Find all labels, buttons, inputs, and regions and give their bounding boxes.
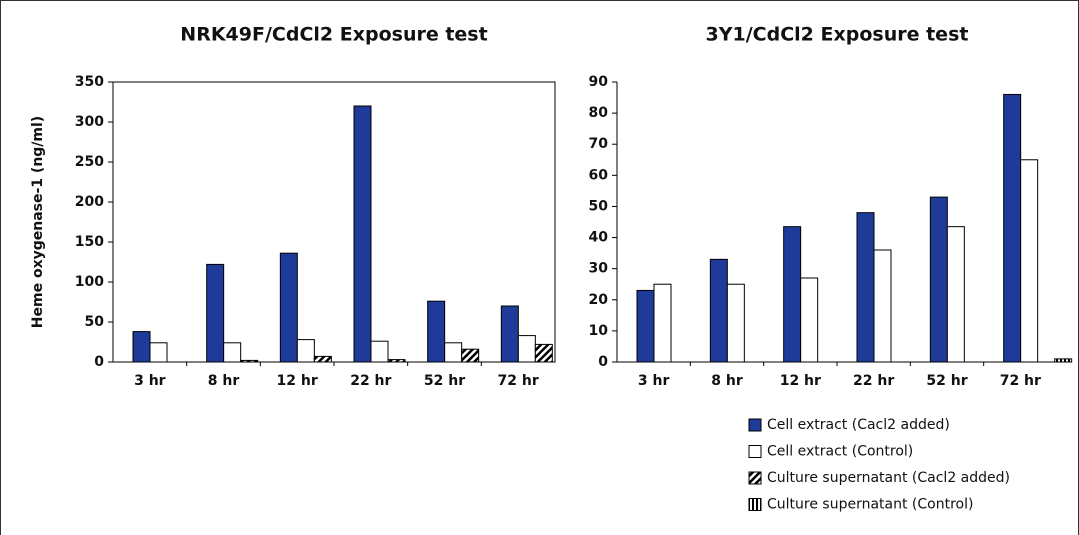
y-tick-label: 80 [589, 105, 609, 121]
y-tick-label: 60 [589, 167, 609, 183]
x-tick-label: 8 hr [208, 373, 240, 389]
bar [132, 331, 151, 363]
bar [223, 342, 242, 363]
y-tick-label: 20 [589, 292, 609, 308]
legend-swatch [748, 471, 762, 485]
y-tick-label: 70 [589, 136, 609, 152]
bar [1003, 93, 1022, 363]
bar [427, 300, 446, 363]
legend-swatch [748, 418, 762, 432]
y-tick-label: 150 [75, 234, 104, 250]
chart-title: 3Y1/CdCl2 Exposure test [706, 24, 969, 46]
bar [709, 258, 728, 363]
y-tick-label: 100 [75, 274, 104, 290]
x-tick-label: 12 hr [277, 373, 318, 389]
legend-label: Cell extract (Cacl2 added) [767, 417, 950, 433]
y-tick-label: 250 [75, 154, 104, 170]
legend-swatch [748, 498, 762, 511]
y-axis-label: Heme oxygenase-1 (ng/ml) [30, 116, 46, 328]
bar [783, 226, 802, 363]
y-tick-label: 300 [75, 114, 104, 130]
bar [653, 283, 672, 363]
y-tick-label: 50 [85, 314, 105, 330]
x-tick-label: 3 hr [638, 373, 670, 389]
legend-label: Culture supernatant (Control) [767, 497, 973, 513]
bar [1020, 159, 1039, 363]
x-tick-label: 12 hr [780, 373, 821, 389]
x-tick-label: 22 hr [350, 373, 391, 389]
bar [296, 339, 315, 363]
bar [946, 226, 965, 363]
y-tick-label: 90 [589, 74, 609, 90]
bar [353, 105, 372, 363]
legend-swatch [748, 445, 762, 458]
bar [534, 343, 553, 363]
x-tick-label: 3 hr [134, 373, 166, 389]
y-tick-label: 50 [589, 198, 609, 214]
y-tick-label: 10 [589, 323, 609, 339]
bar [279, 252, 298, 363]
bar [517, 335, 536, 363]
legend-label: Cell extract (Control) [767, 444, 913, 460]
y-tick-label: 30 [589, 261, 609, 277]
bar [206, 263, 225, 363]
bar [726, 283, 745, 363]
bar [800, 277, 819, 363]
bar [500, 305, 519, 363]
bar [313, 355, 332, 363]
y-tick-label: 40 [589, 230, 609, 246]
bar [444, 342, 463, 363]
legend-label: Culture supernatant (Cacl2 added) [767, 470, 1010, 486]
bar [856, 212, 875, 363]
y-tick-label: 200 [75, 194, 104, 210]
x-tick-label: 52 hr [926, 373, 967, 389]
bar [1054, 358, 1073, 363]
plot-frame [112, 81, 556, 363]
x-tick-label: 52 hr [424, 373, 465, 389]
bar [370, 340, 389, 363]
bar [461, 348, 480, 363]
bar [149, 342, 168, 363]
y-tick-label: 350 [75, 74, 104, 90]
x-tick-label: 72 hr [498, 373, 539, 389]
x-tick-label: 72 hr [1000, 373, 1041, 389]
bar [636, 289, 655, 363]
bar [929, 196, 948, 363]
y-tick-label: 0 [598, 354, 608, 370]
x-tick-label: 22 hr [853, 373, 894, 389]
bar [873, 249, 892, 363]
x-tick-label: 8 hr [711, 373, 743, 389]
y-tick-label: 0 [94, 354, 104, 370]
chart-title: NRK49F/CdCl2 Exposure test [180, 24, 487, 46]
